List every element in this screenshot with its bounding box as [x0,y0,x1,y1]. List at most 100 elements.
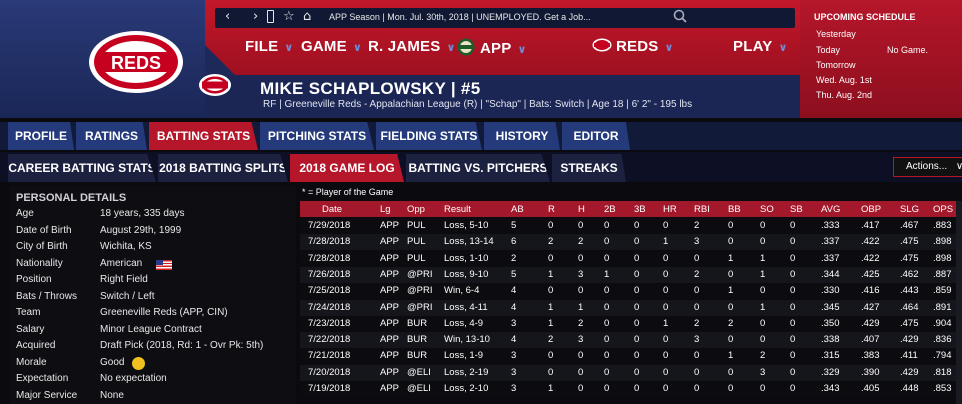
detail-label: Nationality [16,257,63,269]
table-cell: .464 [900,301,919,313]
table-cell: PUL [407,252,426,264]
table-cell: 2 [694,317,700,329]
column-header[interactable]: 2B [604,204,616,215]
table-cell: .425 [861,268,880,280]
table-cell: 4 [511,334,517,346]
forward-arrow-icon[interactable]: › [253,9,259,24]
back-arrow-icon[interactable]: ‹ [225,9,231,24]
table-row[interactable]: 7/23/2018 APP BUR Loss, 4-9 3 1 2 0 0 1 2 2 0 0 .350 .4… [300,315,962,332]
tab-batting-vs-pitchers[interactable]: BATTING VS. PITCHERS [406,154,550,182]
tab-batting-splits[interactable]: 2018 BATTING SPLITS [158,154,288,182]
column-header[interactable]: AB [511,204,524,215]
tab-ratings[interactable]: RATINGS [76,122,147,150]
column-header[interactable]: R [548,204,555,215]
table-cell: .429 [861,317,880,329]
table-cell: 7/22/2018 [308,334,351,346]
tab-batting-stats[interactable]: BATTING STATS [149,122,258,150]
table-row[interactable]: 7/22/2018 APP BUR Win, 13-10 4 2 3 0 0 0 3 0 0 0 .338.… [300,332,962,349]
bookmark-icon[interactable] [267,10,274,23]
column-header[interactable]: Lg [380,204,391,215]
header: REDS ‹ › ☆ ⌂ APP Season | Mon. Jul. 30th… [0,0,962,118]
column-header[interactable]: SO [760,204,774,215]
menu-team[interactable]: REDS ∨ [592,38,674,55]
menu-play[interactable]: PLAY ∨ [733,38,788,55]
tab-history[interactable]: HISTORY [484,122,560,150]
schedule-game[interactable]: No Game. [887,45,929,55]
table-row[interactable]: 7/28/2018 APP PUL Loss, 13-14 6 2 2 0 0 1 3 0 0 0 .337… [300,234,962,251]
table-cell: 7/20/2018 [308,366,351,378]
column-header[interactable]: OPS [933,204,954,215]
column-header[interactable]: Result [444,204,471,215]
table-row[interactable]: 7/19/2018 APP @ELI Loss, 2-10 3 1 0 0 0 0 0 0 0 0 .343… [300,381,962,397]
column-header[interactable]: BB [728,204,741,215]
tab-streaks[interactable]: STREAKS [552,154,626,182]
table-cell: 0 [604,383,610,394]
table-cell: 0 [728,301,734,313]
player-name: MIKE SCHAPLOWSKY | #5 [260,79,481,98]
scrollbar[interactable] [956,201,962,404]
table-cell: 0 [728,236,734,248]
tab-game-log[interactable]: 2018 GAME LOG [290,154,404,182]
star-icon[interactable]: ☆ [283,9,295,24]
tab-career-batting-stats[interactable]: CAREER BATTING STATS [8,154,156,182]
table-cell: PUL [407,236,426,248]
table-cell: 1 [760,301,766,313]
logo-text: REDS [111,53,161,73]
table-row[interactable]: 7/20/2018 APP @ELI Loss, 2-19 3 0 0 0 0 0 0 0 3 0 .329… [300,364,962,381]
menu-app[interactable]: APP ∨ [456,38,527,57]
column-header[interactable]: AVG [821,204,841,215]
tab-editor[interactable]: EDITOR [562,122,630,150]
table-cell: Loss, 4-11 [444,301,488,313]
column-header[interactable]: H [578,204,585,215]
team-logo-icon [592,38,612,52]
table-cell: 0 [790,334,796,346]
table-cell: .859 [933,285,952,297]
column-header[interactable]: SB [790,204,803,215]
table-cell: .883 [933,220,952,231]
menu-manager[interactable]: R. JAMES ∨ [368,38,456,55]
tab-pitching-stats[interactable]: PITCHING STATS [260,122,374,150]
table-cell: .794 [933,350,952,362]
table-cell: 0 [634,268,640,280]
table-cell: 0 [790,252,796,264]
home-icon[interactable]: ⌂ [303,9,312,24]
column-header[interactable]: Date [322,204,343,215]
table-cell: 0 [760,317,766,329]
table-row[interactable]: 7/25/2018 APP @PRI Win, 6-4 4 0 0 0 0 0 0 1 0 0 .330 .4… [300,283,962,300]
tab-fielding-stats[interactable]: FIELDING STATS [376,122,482,150]
schedule-day: Today [816,45,841,55]
table-cell: 0 [760,220,766,231]
tab-profile[interactable]: PROFILE [8,122,74,150]
table-cell: APP [380,268,400,280]
actions-dropdown[interactable]: Actions... ∨ [893,157,962,177]
table-cell: 0 [663,334,669,346]
schedule-day: Yesterday [816,29,856,39]
table-row[interactable]: 7/21/2018 APP BUR Loss, 1-9 3 0 0 0 0 0 0 1 2 0 .315 .3… [300,348,962,365]
detail-value: August 29th, 1999 [100,224,182,236]
table-cell: 3 [694,334,700,346]
column-header[interactable]: SLG [900,204,920,215]
table-cell: .836 [933,334,952,346]
table-row[interactable]: 7/26/2018 APP @PRI Loss, 9-10 5 1 3 1 0 0 2 0 1 0 .344… [300,266,962,283]
actions-label: Actions... [906,161,948,172]
table-cell: 0 [728,268,734,280]
table-cell: .350 [821,317,840,329]
table-row[interactable]: 7/29/2018 APP PUL Loss, 5-10 5 0 0 0 0 0 2 0 0 0 .333.… [300,218,962,234]
search-icon[interactable] [673,9,687,23]
column-header[interactable]: Opp [407,204,425,215]
table-row[interactable]: 7/24/2018 APP @PRI Loss, 4-11 4 1 1 0 0 0 0 0 1 0 .345… [300,299,962,316]
table-cell: APP [380,220,400,231]
table-cell: 0 [728,383,734,394]
schedule-day: Tomorrow [816,60,856,70]
table-row[interactable]: 7/28/2018 APP PUL Loss, 1-10 2 0 0 0 0 0 0 1 1 0 .337.… [300,250,962,267]
table-cell: 0 [578,366,584,378]
column-header[interactable]: HR [663,204,677,215]
menu-file[interactable]: FILE ∨ [245,38,293,55]
player-bar: MIKE SCHAPLOWSKY | #5 RF | Greeneville R… [205,75,800,118]
column-header[interactable]: OBP [861,204,882,215]
column-header[interactable]: RBI [694,204,710,215]
table-cell: .330 [821,285,840,297]
table-cell: .429 [900,334,919,346]
menu-game[interactable]: GAME ∨ [301,38,362,55]
column-header[interactable]: 3B [634,204,646,215]
